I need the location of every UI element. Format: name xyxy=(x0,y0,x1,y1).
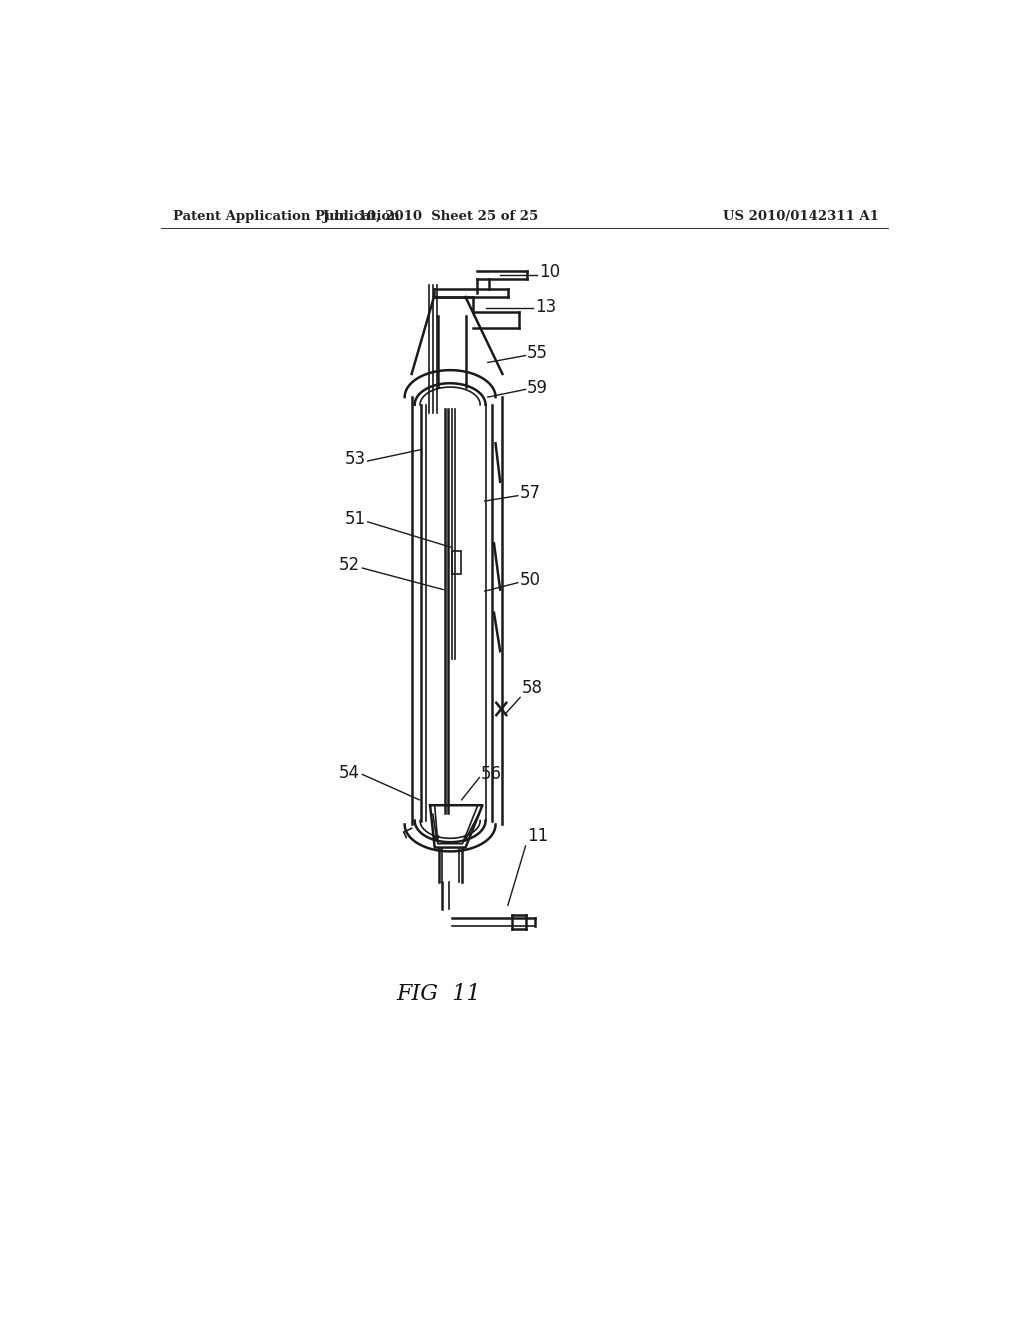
Text: Jun. 10, 2010  Sheet 25 of 25: Jun. 10, 2010 Sheet 25 of 25 xyxy=(324,210,539,223)
Text: 54: 54 xyxy=(339,764,360,781)
Text: Patent Application Publication: Patent Application Publication xyxy=(173,210,399,223)
Text: 52: 52 xyxy=(339,556,360,574)
Text: 58: 58 xyxy=(521,680,543,697)
Text: 56: 56 xyxy=(481,766,502,783)
Text: 59: 59 xyxy=(527,379,548,397)
Text: US 2010/0142311 A1: US 2010/0142311 A1 xyxy=(723,210,879,223)
Text: 11: 11 xyxy=(527,828,549,845)
Text: 55: 55 xyxy=(527,345,548,362)
Bar xyxy=(452,552,461,574)
Text: FIG  11: FIG 11 xyxy=(396,983,481,1005)
Text: 13: 13 xyxy=(535,298,556,315)
Text: 53: 53 xyxy=(344,450,366,467)
Text: 57: 57 xyxy=(519,484,541,503)
Text: 10: 10 xyxy=(539,264,560,281)
Text: 51: 51 xyxy=(344,510,366,528)
Text: 50: 50 xyxy=(519,572,541,589)
